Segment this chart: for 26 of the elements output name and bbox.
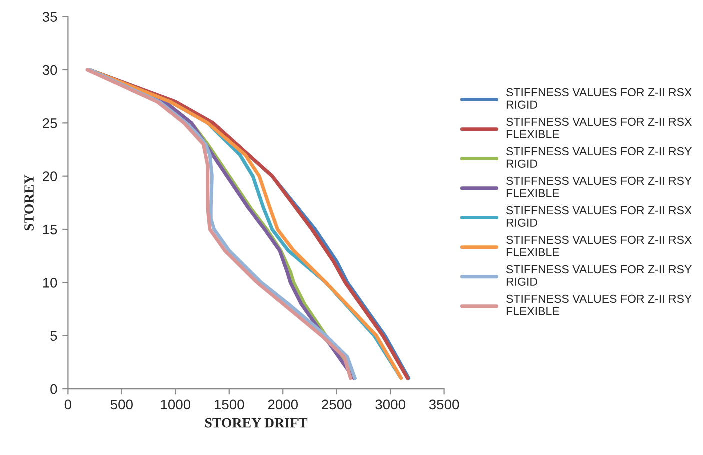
y-tick-label: 10 xyxy=(43,278,58,288)
y-tick-label: 35 xyxy=(42,12,58,22)
x-tick-label: 2000 xyxy=(268,400,298,410)
legend-label: STIFFNESS VALUES FOR Z-II RSX RIGID xyxy=(506,206,692,227)
y-tick-label: 5 xyxy=(50,331,58,342)
legend-label: STIFFNESS VALUES FOR Z-II RSY FLEXIBLE xyxy=(506,176,692,198)
x-tick-label: 1500 xyxy=(214,400,244,410)
legend-label: STIFFNESS VALUES FOR Z-II RSY RIGID xyxy=(506,265,692,286)
x-tick-label: 3500 xyxy=(429,400,460,410)
x-tick-label: 2500 xyxy=(322,400,352,410)
legend-label: STIFFNESS VALUES FOR Z-II RSY RIGID xyxy=(506,147,692,168)
y-axis-title: STOREY xyxy=(24,174,34,231)
legend-label: STIFFNESS VALUES FOR Z-II RSX RIGID xyxy=(506,88,692,109)
x-tick-label: 3000 xyxy=(376,400,406,410)
y-tick-label: 15 xyxy=(43,224,58,235)
y-tick-label: 0 xyxy=(50,384,58,394)
legend-label: STIFFNESS VALUES FOR Z-II RSX FLEXIBLE xyxy=(506,118,692,138)
legend-label: STIFFNESS VALUES FOR Z-II RSY FLEXIBLE xyxy=(506,294,692,316)
x-axis-title: STOREY DRIFT xyxy=(205,418,308,428)
legend-label: STIFFNESS VALUES FOR Z-II RSX FLEXIBLE xyxy=(506,236,692,256)
y-tick-label: 30 xyxy=(42,65,58,76)
x-tick-label: 0 xyxy=(64,400,72,410)
x-tick-label: 500 xyxy=(110,400,133,410)
y-tick-label: 25 xyxy=(43,118,58,128)
x-tick-label: 1000 xyxy=(161,400,191,410)
y-tick-label: 20 xyxy=(43,172,58,182)
